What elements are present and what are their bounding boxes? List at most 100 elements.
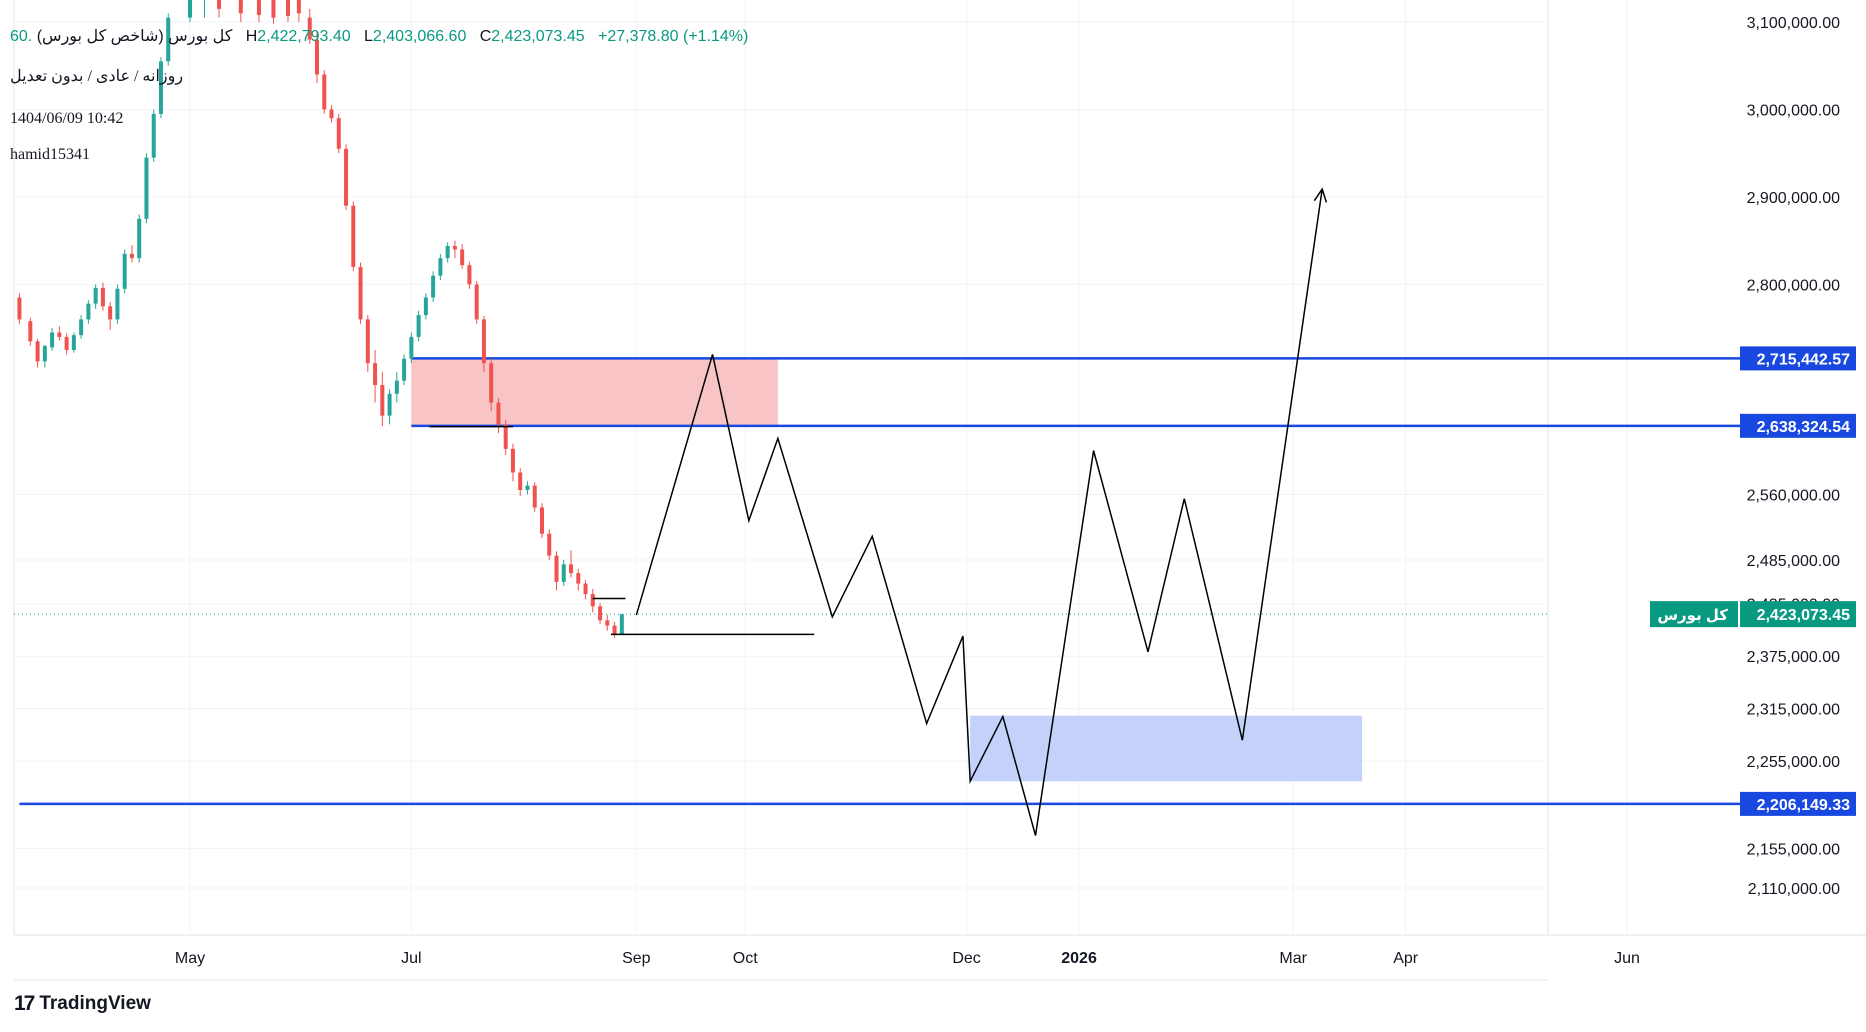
candle-body: [525, 485, 530, 490]
candle-body: [144, 157, 149, 219]
candle-body: [619, 614, 624, 635]
tradingview-mark-icon: 17: [14, 992, 35, 1015]
candle-body: [431, 275, 436, 298]
y-tick-label: 2,485,000.00: [1747, 553, 1841, 570]
candle-body: [598, 606, 603, 621]
candle-body: [467, 265, 472, 285]
candle-body: [151, 113, 156, 158]
y-tick-label: 2,110,000.00: [1748, 881, 1840, 898]
candle-body: [322, 74, 327, 110]
candle-body: [79, 319, 84, 336]
candle-body: [510, 448, 515, 473]
legend-ohlc: کل بورس (شاخص کل بورس) .60 H2,422,793.40…: [10, 26, 748, 46]
candle-body: [35, 341, 40, 362]
candle-body: [17, 297, 22, 320]
candle-body: [380, 385, 385, 416]
candle-body: [503, 424, 508, 449]
candle-body: [576, 573, 581, 584]
y-tick-label: 2,375,000.00: [1747, 649, 1841, 666]
candle-body: [329, 109, 334, 119]
author-line: hamid15341: [10, 146, 90, 163]
candle-body: [539, 507, 544, 534]
candle-body: [460, 249, 465, 266]
candle-body: [402, 358, 407, 381]
price-levels: [14, 357, 1740, 806]
candle-body: [158, 61, 163, 114]
candle-body: [445, 245, 450, 259]
candle-body: [271, 0, 276, 18]
candle-body: [108, 306, 113, 320]
candle-body: [351, 205, 356, 267]
x-tick-label: Dec: [952, 950, 980, 967]
y-tick-label: 2,315,000.00: [1747, 702, 1841, 719]
candle-body: [547, 533, 552, 556]
candle-body: [489, 363, 494, 403]
projection-path: [635, 187, 1328, 836]
candle-body: [358, 266, 363, 320]
candle-body: [64, 336, 69, 351]
level-price-tag: [1740, 413, 1856, 438]
candle-body: [416, 315, 421, 337]
candle-body: [605, 620, 610, 626]
level-price-label: 2,638,324.54: [1757, 419, 1851, 436]
candle-body: [129, 253, 134, 259]
grid: [13, 0, 1866, 981]
demand-zone: [970, 715, 1363, 782]
close-value: 2,423,073.45: [491, 28, 585, 45]
candle-body: [315, 39, 320, 75]
candle-body: [93, 287, 98, 304]
symbol-title[interactable]: کل بورس (شاخص کل بورس): [36, 28, 233, 45]
candle-body: [285, 0, 290, 16]
open-value: .60: [10, 28, 33, 45]
brand-text: TradingView: [39, 993, 151, 1014]
x-tick-label: Oct: [733, 950, 758, 967]
candle-body: [115, 288, 120, 320]
candle-body: [57, 332, 62, 337]
candle-body: [583, 583, 588, 595]
candle-body: [561, 564, 566, 582]
price-labels: 2,715,442.57 2,638,324.54 2,206,149.33 کل ب…: [1650, 346, 1856, 816]
x-tick-label: Apr: [1393, 950, 1419, 967]
x-tick-label: Jun: [1614, 950, 1640, 967]
candle-body: [217, 0, 222, 9]
candle-body: [256, 0, 261, 16]
projection-arrow-head: [1313, 187, 1328, 203]
candle-body: [71, 335, 76, 351]
candle-body: [100, 287, 105, 307]
projection-polyline: [635, 188, 1323, 836]
datetime-line: 1404/06/09 10:42: [10, 110, 124, 127]
low-value: 2,403,066.60: [372, 28, 467, 45]
candle-body: [474, 284, 479, 320]
candle-body: [387, 393, 392, 416]
change-value: +27,378.80 (+1.14%): [598, 28, 749, 45]
x-tick-label: Jul: [401, 950, 421, 967]
level-price-label: 2,206,149.33: [1757, 797, 1851, 814]
candle-body: [409, 336, 414, 359]
candle-body: [296, 0, 301, 14]
candle-body: [373, 363, 378, 386]
candle-body: [166, 17, 171, 62]
candle-body: [518, 472, 523, 490]
candle-body: [336, 118, 341, 149]
candle-body: [438, 258, 443, 276]
tradingview-logo[interactable]: 17 TradingView: [14, 992, 151, 1016]
y-tick-label: 2,560,000.00: [1747, 487, 1841, 504]
y-tick-label: 2,255,000.00: [1747, 754, 1841, 771]
supply-zone: [411, 358, 778, 426]
y-tick-label: 2,155,000.00: [1747, 842, 1841, 859]
high-label: H: [245, 28, 258, 45]
candle-body: [86, 303, 91, 320]
candles: [17, 0, 624, 638]
zones: [411, 358, 1363, 782]
candle-body: [238, 0, 243, 14]
current-name-tag: [1650, 601, 1738, 628]
candle-body: [344, 148, 349, 206]
candle-body: [365, 319, 370, 364]
candle-body: [122, 253, 127, 289]
level-price-label: 2,715,442.57: [1757, 351, 1851, 368]
candle-body: [569, 564, 574, 574]
candle-body: [481, 319, 486, 364]
x-tick-label: Sep: [622, 950, 651, 967]
